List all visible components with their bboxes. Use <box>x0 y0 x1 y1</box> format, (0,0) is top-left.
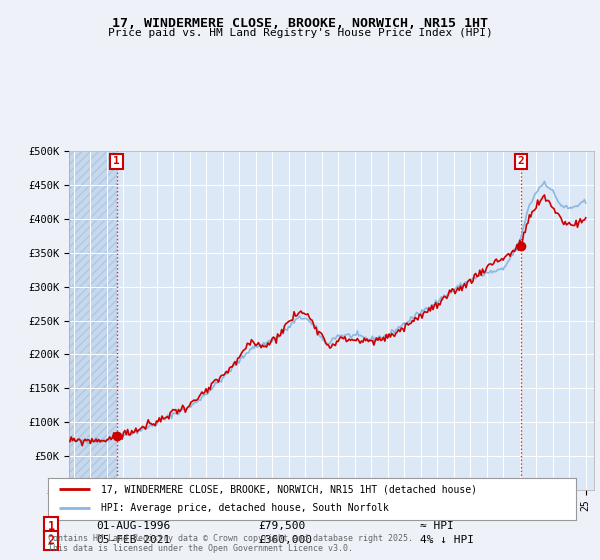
Text: 4% ↓ HPI: 4% ↓ HPI <box>420 535 474 545</box>
Text: 17, WINDERMERE CLOSE, BROOKE, NORWICH, NR15 1HT: 17, WINDERMERE CLOSE, BROOKE, NORWICH, N… <box>112 17 488 30</box>
Text: ≈ HPI: ≈ HPI <box>420 521 454 531</box>
Text: Contains HM Land Registry data © Crown copyright and database right 2025.
This d: Contains HM Land Registry data © Crown c… <box>48 534 413 553</box>
Text: 05-FEB-2021: 05-FEB-2021 <box>96 535 170 545</box>
Text: 2: 2 <box>47 534 55 547</box>
Text: 01-AUG-1996: 01-AUG-1996 <box>96 521 170 531</box>
Text: 1: 1 <box>47 520 55 533</box>
Text: Price paid vs. HM Land Registry's House Price Index (HPI): Price paid vs. HM Land Registry's House … <box>107 28 493 38</box>
Text: 17, WINDERMERE CLOSE, BROOKE, NORWICH, NR15 1HT (detached house): 17, WINDERMERE CLOSE, BROOKE, NORWICH, N… <box>101 484 477 494</box>
Text: 1: 1 <box>113 156 120 166</box>
Text: 2: 2 <box>518 156 524 166</box>
Text: £79,500: £79,500 <box>258 521 305 531</box>
Text: £360,000: £360,000 <box>258 535 312 545</box>
Bar <box>69 151 116 490</box>
Text: HPI: Average price, detached house, South Norfolk: HPI: Average price, detached house, Sout… <box>101 503 389 514</box>
